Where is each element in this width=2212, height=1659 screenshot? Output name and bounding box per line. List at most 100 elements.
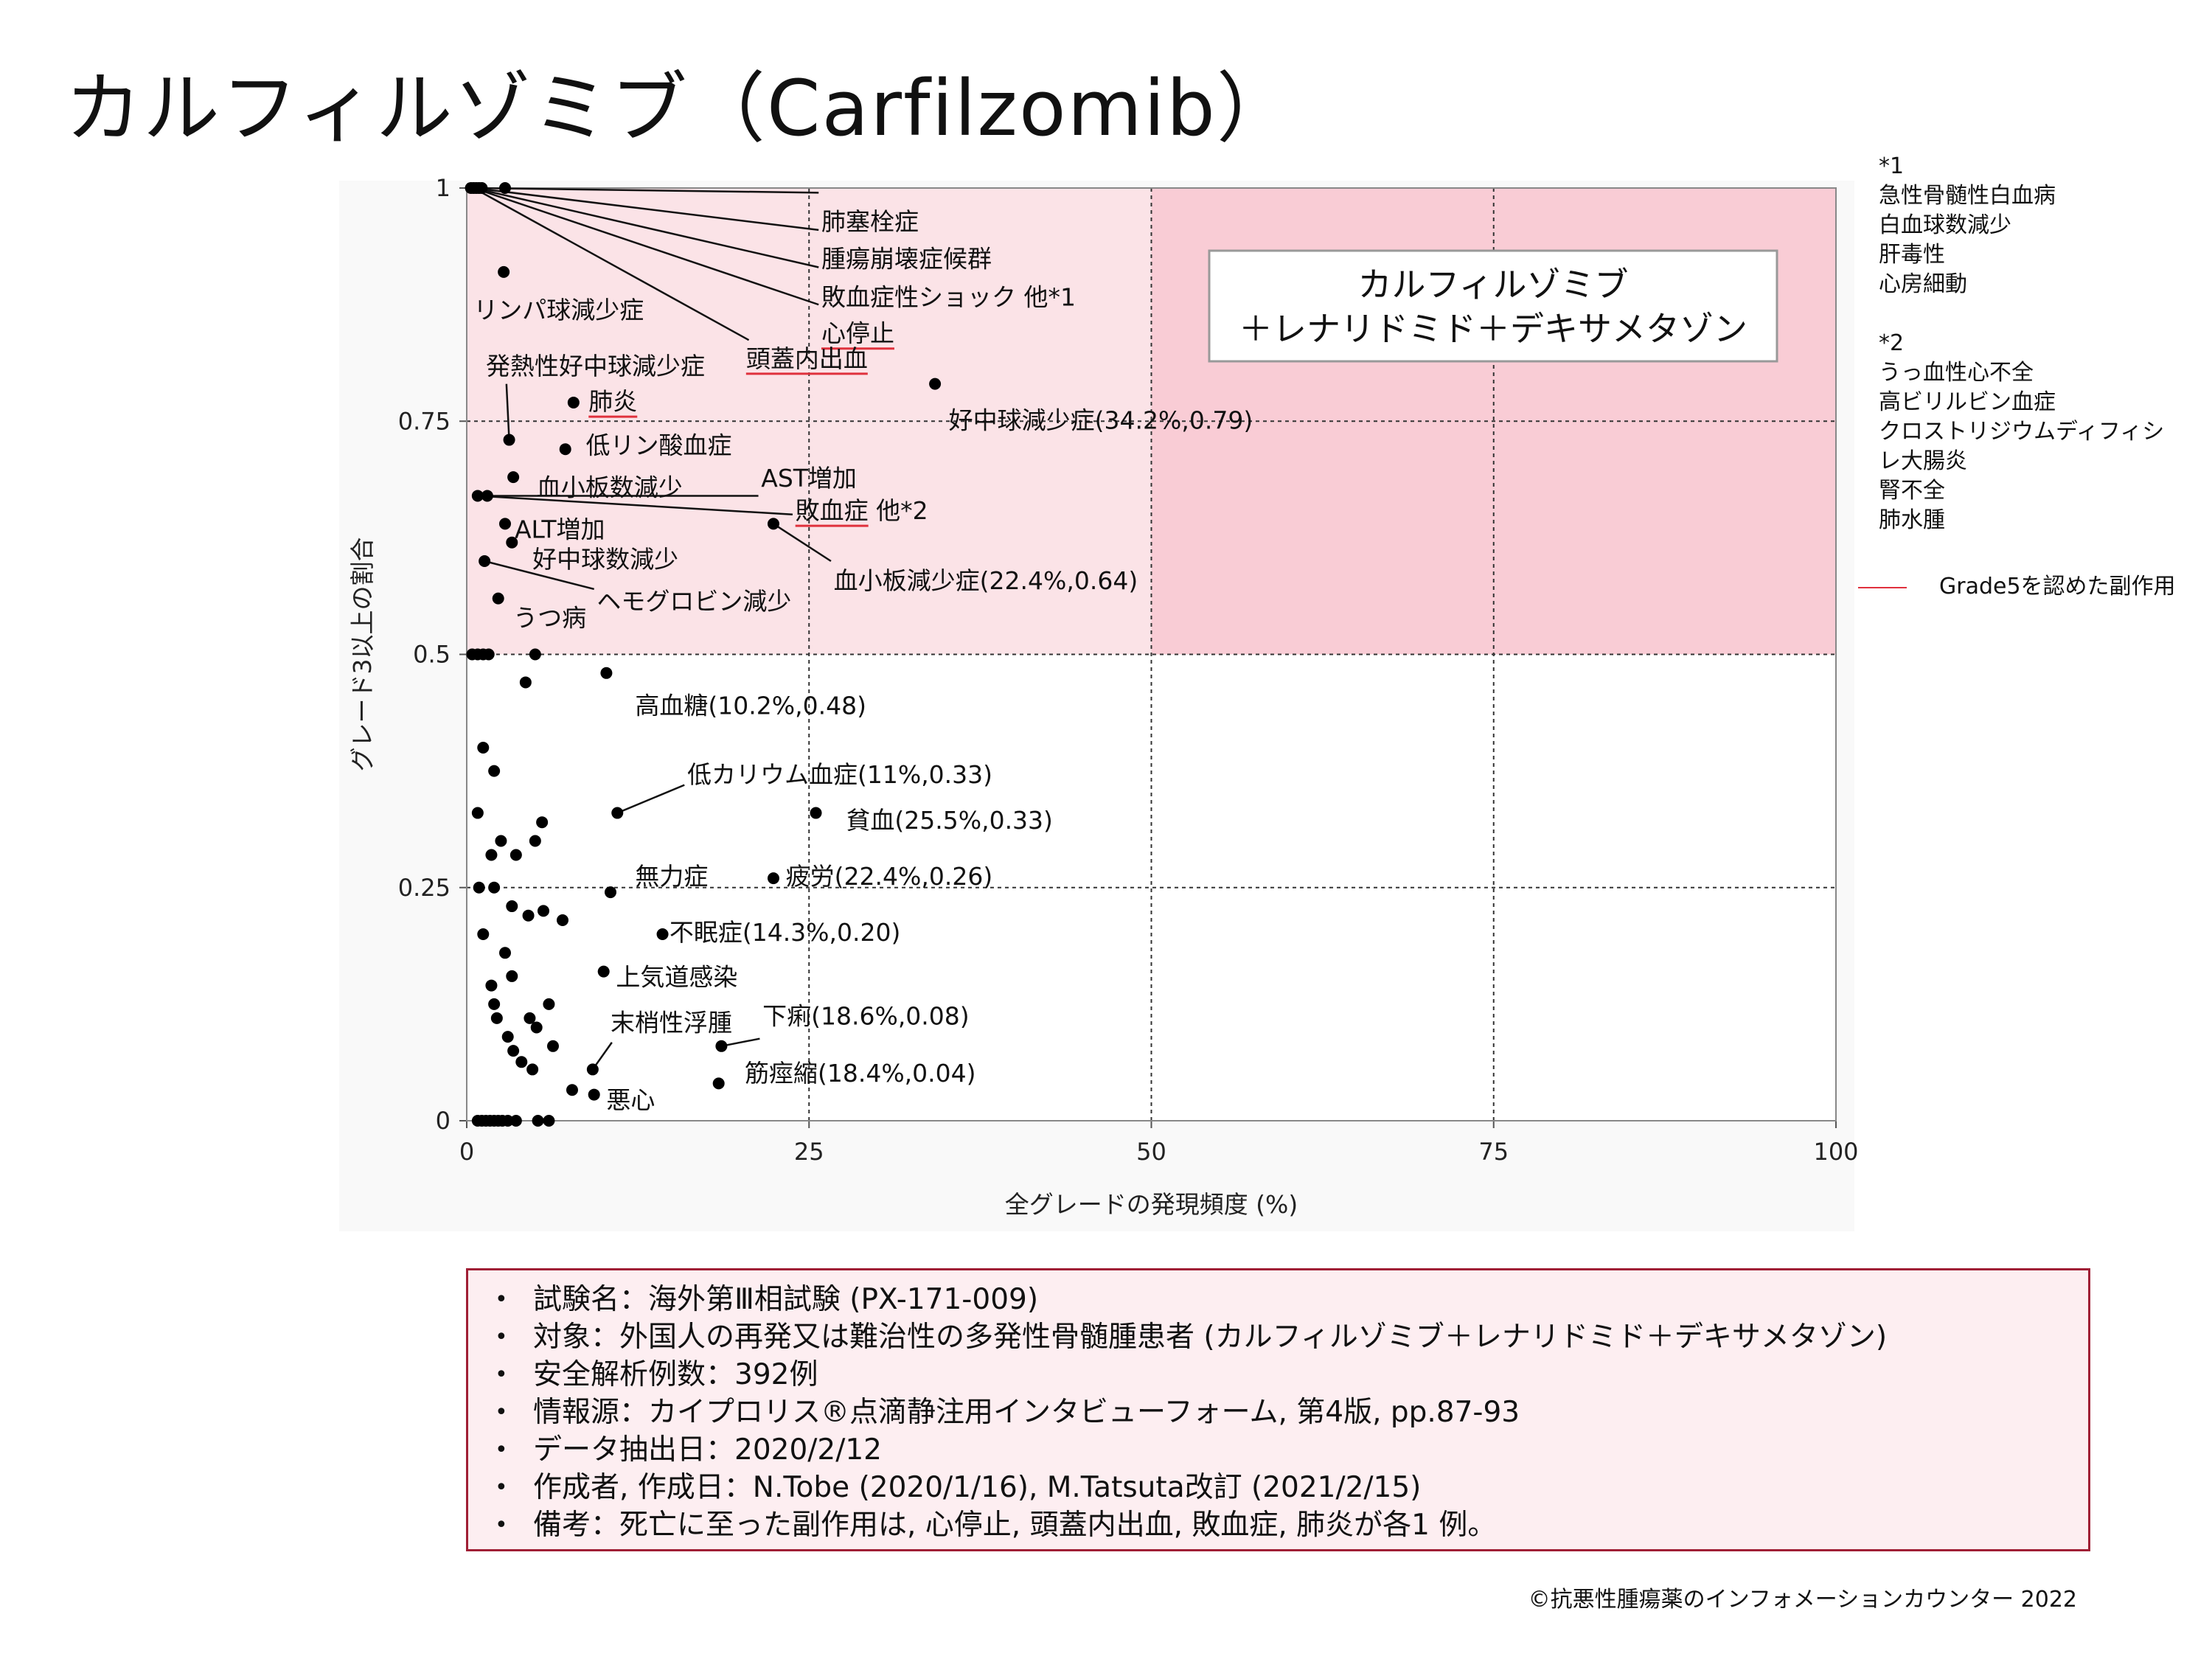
data-point [810,807,822,819]
leader-line [473,187,819,268]
page-title: カルフィルゾミブ（Carfilzomib） [65,63,1295,153]
data-point [929,378,942,390]
data-point [477,928,490,940]
leader-line [721,1037,760,1048]
data-point [529,648,541,661]
point-label: 低リン酸血症 [586,431,732,460]
y-tick-label: 0 [436,1107,451,1135]
data-point [476,182,488,194]
point-label: 好中球数減少 [532,545,678,574]
info-item: 安全解析例数：392例 [490,1356,2088,1394]
x-tick-label: 50 [1136,1138,1166,1166]
note1-header: *1 [1879,153,1905,179]
data-point [536,816,549,829]
point-label: 頭蓋内出血 [746,344,868,373]
data-point [498,518,511,530]
point-label: ヘモグロビン減少 [597,587,791,616]
data-point [485,849,498,861]
y-tick-label: 0.75 [398,407,451,435]
data-point [597,965,610,978]
study-info-box: 試験名：海外第Ⅲ相試験 (PX-171-009) 対象：外国人の再発又は難治性の… [466,1268,2090,1551]
data-point [543,1115,555,1127]
point-label: 心停止 [821,319,894,348]
data-point [506,900,518,913]
point-label: 血小板数減少 [537,473,683,501]
data-point [524,1012,536,1024]
data-point [485,979,498,992]
x-tick-label: 100 [1813,1138,1858,1166]
point-label: 敗血症性ショック 他*1 [821,282,1076,311]
data-point [482,648,495,661]
data-point [712,1077,725,1090]
point-label: 下痢(18.6%,0.08) [762,1002,970,1031]
point-label: AST増加 [761,464,857,493]
data-point [477,742,490,754]
data-point [567,396,580,408]
point-label: 悪心 [606,1086,655,1115]
data-point [556,914,568,927]
info-item: 試験名：海外第Ⅲ相試験 (PX-171-009) [490,1281,2088,1318]
data-point [604,886,616,899]
data-point [519,676,532,689]
note2-item: 肺水腫 [1879,507,1945,533]
legend-line-swatch [1858,586,1907,588]
data-point [498,947,511,959]
info-item: 情報源：カイプロリス®点滴静注用インタビューフォーム, 第4版, pp.87-9… [490,1394,2088,1431]
y-tick-label: 0.25 [398,874,451,902]
data-point [507,1045,520,1057]
leader-line [473,187,819,194]
point-label: 肺炎 [588,387,637,416]
leader-line [616,784,685,814]
data-point [481,490,493,502]
note2-item: うっ血性心不全 [1879,360,2034,386]
y-axis-label: グレード3以上の割合 [348,538,377,772]
data-point [490,1012,503,1024]
data-point [515,1056,528,1068]
point-label: 末梢性浮腫 [611,1009,732,1037]
note2-item: クロストリジウムディフィシ [1879,419,2165,445]
data-point [479,555,491,567]
info-item: データ抽出日：2020/2/12 [490,1431,2088,1469]
legend-label: Grade5を認めた副作用 [1939,574,2176,599]
note1-item: 白血球数減少 [1879,212,2011,238]
data-point [506,536,518,549]
info-item: 対象：外国人の再発又は難治性の多発性骨髄腫患者 (カルフィルゾミブ＋レナリドミド… [490,1318,2088,1356]
point-label: 不眠症(14.3%,0.20) [669,918,901,947]
point-label: 血小板減少症(22.4%,0.64) [834,566,1138,595]
data-point [543,998,555,1010]
data-point [715,1040,728,1052]
chart-legend: Grade5を認めた副作用 [1858,568,2176,600]
x-axis-label: 全グレードの発現頻度 (%) [1005,1190,1298,1219]
data-point [501,1115,514,1127]
note2-header: *2 [1879,330,1905,356]
point-label: うつ病 [513,604,586,633]
data-point [509,1115,522,1127]
footnotes: *1 急性骨髄性白血病 白血球数減少 肝毒性 心房細動 *2 うっ血性心不全 高… [1879,152,2164,535]
note2-item: 腎不全 [1879,478,1945,504]
note1-item: 肝毒性 [1879,242,1945,268]
data-point [586,1063,599,1076]
point-label: 敗血症 他*2 [796,496,928,525]
data-point [498,182,511,194]
note2-item: 高ビリルビン血症 [1879,389,2056,415]
leader-line [473,187,819,306]
regimen-line-1: カルフィルゾミブ [1357,265,1628,305]
data-point [529,835,541,847]
data-point [501,1031,514,1043]
data-point [537,905,549,917]
y-tick-label: 1 [436,174,451,202]
point-label: 無力症 [635,862,708,891]
leader-line [477,495,793,515]
data-point [471,490,484,502]
data-point [488,998,501,1010]
leader-line [484,560,595,591]
leader-line [505,383,510,440]
data-point [506,970,518,982]
x-tick-label: 25 [794,1138,824,1166]
point-label: 発熱性好中球減少症 [486,352,705,380]
point-label: 貧血(25.5%,0.33) [846,806,1053,835]
x-tick-label: 75 [1478,1138,1509,1166]
leader-line [773,523,832,563]
copyright: ©抗悪性腫瘍薬のインフォメーションカウンター 2022 [1528,1587,2077,1613]
